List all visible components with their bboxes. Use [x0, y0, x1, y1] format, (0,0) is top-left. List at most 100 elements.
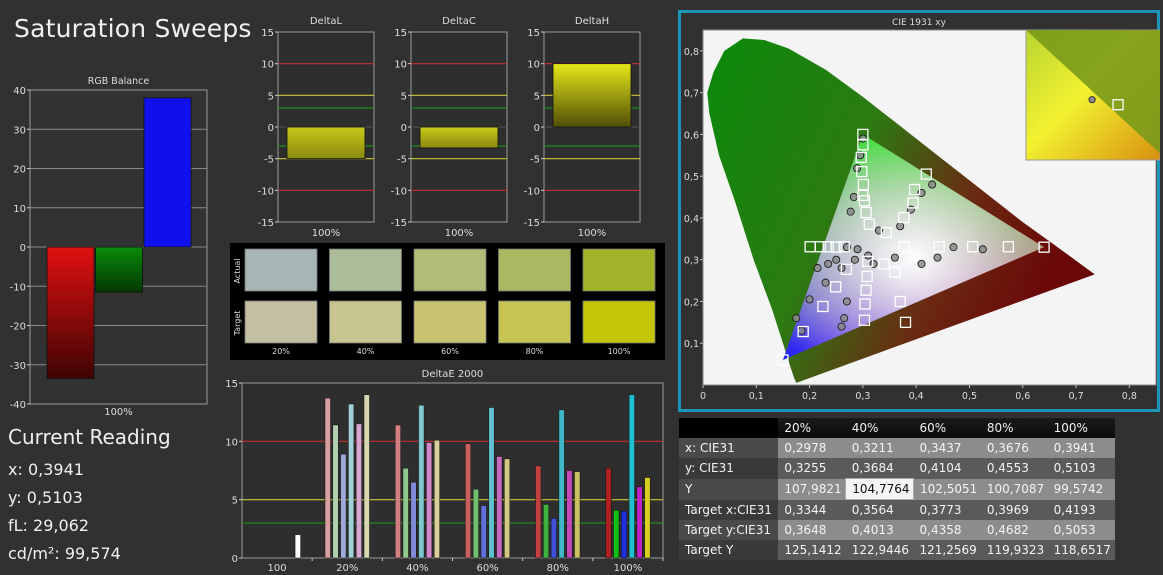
- data-table-header-cell: 40%: [845, 418, 914, 438]
- delta-e-bar: [496, 456, 503, 559]
- cie-target-point: [1038, 241, 1050, 253]
- delta-l-chart: DeltaL -15 -10 -5 0 5 10 15 100%: [258, 16, 375, 238]
- delta-e-bar: [550, 518, 557, 559]
- delta_h-x-label: 100%: [578, 228, 607, 238]
- delta-e-bar: [488, 407, 495, 559]
- delta_c-tick-label: 10: [394, 60, 407, 71]
- cie-target-point: [857, 139, 869, 151]
- reading-luminance: cd/m²: 99,574: [8, 544, 121, 563]
- swatch-column-label: 80%: [526, 347, 544, 356]
- cie-target-point: [899, 316, 912, 329]
- cie-x-tick-label: 0: [700, 391, 706, 402]
- delta-e-bar: [332, 424, 339, 559]
- cie-measured-point: [813, 264, 822, 273]
- cie-plot-border: [702, 29, 1157, 386]
- cie-y-tick-label: 0,8: [684, 47, 699, 58]
- cie-x-tick-label: 0,2: [802, 391, 817, 402]
- data-table-header-cell: 100%: [1047, 418, 1115, 438]
- delta-e-title: DeltaE 2000: [422, 369, 484, 380]
- data-table-row-label: y: CIE31: [679, 458, 779, 479]
- delta-e-x-label: 20%: [336, 563, 358, 574]
- cie-title: CIE 1931 xy: [892, 18, 947, 28]
- data-table-row-label: Target x:CIE31: [679, 499, 779, 520]
- delta_h-tick-label: 5: [534, 91, 540, 102]
- delta_h-tick-label: -5: [530, 155, 540, 166]
- data-table-header: 20% 40% 60% 80% 100%: [679, 418, 1115, 438]
- delta_h-bar: [552, 63, 632, 128]
- cie-x-tick-label: 0,7: [1069, 391, 1084, 402]
- swatch-column-label: 60%: [441, 347, 459, 356]
- cie-target-point: [857, 189, 869, 202]
- data-table-cell: 118,6517: [1047, 540, 1115, 560]
- swatch-column-label: 20%: [272, 347, 290, 356]
- cie-x-tick-label: 0,5: [962, 391, 977, 402]
- rgb-tick-label: 40: [13, 86, 26, 97]
- cie-measured-point: [832, 255, 841, 264]
- swatch-target: [498, 300, 571, 344]
- cie-measured-point: [949, 243, 958, 252]
- data-table-row-label: x: CIE31: [679, 438, 779, 458]
- cie-x-tick-label: 0,4: [909, 391, 924, 402]
- swatch-target: [413, 300, 487, 344]
- delta-e-bar: [294, 534, 301, 559]
- cie-y-tick-label: 0,2: [684, 297, 699, 308]
- cie-x-tick-label: 0,6: [1015, 391, 1030, 402]
- data-table-header-cell: 20%: [778, 418, 846, 438]
- data-table-cell: 0,4682: [980, 520, 1048, 540]
- data-table-header-cell: [679, 418, 779, 438]
- data-table-cell: 0,3255: [778, 458, 846, 479]
- swatch-panel: Actual Target 20% 40% 60% 80% 100%: [230, 243, 665, 360]
- delta_h-tick-label: 0: [534, 123, 540, 134]
- cie-x-tick-label: 0,8: [1122, 391, 1137, 402]
- delta_l-x-label: 100%: [312, 228, 341, 238]
- cie-target-point: [855, 151, 867, 164]
- delta-e-bar: [410, 481, 417, 559]
- data-table-cell: 0,3969: [980, 499, 1048, 520]
- cie-measured-point: [869, 259, 878, 268]
- delta-e-chart: DeltaE 2000 0 5 10 15 100 20% 40% 60% 80% 100%: [225, 369, 664, 574]
- swatch-actual: [329, 248, 402, 292]
- cie-target-point: [840, 263, 853, 275]
- delta-e-bar: [613, 509, 620, 559]
- delta-e-bar: [348, 403, 355, 559]
- delta_h-tick-label: -15: [524, 218, 540, 229]
- cie-target-point: [933, 241, 945, 253]
- delta-e-bar: [324, 397, 331, 559]
- data-table-cell: 99,5742: [1047, 478, 1115, 500]
- cie-measured-point: [846, 207, 855, 216]
- swatch-target: [582, 300, 656, 344]
- delta-e-bar: [644, 477, 651, 559]
- cie-y-tick-label: 0,5: [684, 172, 699, 183]
- rgb-bar-r: [46, 246, 95, 379]
- delta-h-chart: DeltaH -15 -10 -5 0 5 10 15 100%: [524, 16, 641, 238]
- data-table-cell: 125,1412: [778, 540, 846, 560]
- data-table-row: Target Y 125,1412 122,9446 121,2569 119,9323…: [679, 540, 1115, 560]
- delta-e-x-label: 100%: [614, 563, 643, 574]
- delta-e-bar: [340, 453, 347, 559]
- delta-e-bar: [472, 488, 479, 559]
- cie-measured-point: [837, 322, 846, 331]
- delta_c-tick-label: 15: [394, 28, 407, 39]
- delta_c-title: DeltaC: [442, 16, 476, 27]
- data-table-header-cell: 60%: [913, 418, 981, 438]
- rgb-x-label: 100%: [104, 407, 133, 418]
- data-table-row: y: CIE31 0,3255 0,3684 0,4104 0,4553 0,5103: [679, 458, 1115, 479]
- data-table-row: x: CIE31 0,2978 0,3211 0,3437 0,3676 0,3941: [679, 438, 1115, 458]
- cie-inset-locus-region: [1026, 30, 1160, 154]
- cie-target-point: [838, 241, 850, 253]
- data-table-cell: 122,9446: [845, 540, 914, 560]
- data-table-cell: 0,3211: [845, 438, 914, 458]
- data-table-row: Target x:CIE31 0,3344 0,3564 0,3773 0,3969 0,…: [679, 499, 1115, 520]
- delta_c-bar: [419, 126, 499, 149]
- rgb-bar-g: [95, 246, 143, 293]
- cie-y-tick-label: 0,4: [684, 214, 699, 225]
- swatch-column-label: 40%: [357, 347, 375, 356]
- data-table-cell: 121,2569: [913, 540, 981, 560]
- cie-target-point: [898, 241, 911, 253]
- swatch-actual: [244, 248, 318, 292]
- delta-e-bar: [621, 511, 628, 559]
- cie-x-tick-label: 0,3: [855, 391, 870, 402]
- delta_l-tick-label: -10: [258, 186, 274, 197]
- delta_l-tick-label: -15: [258, 218, 274, 229]
- delta-e-x-label: 80%: [547, 563, 569, 574]
